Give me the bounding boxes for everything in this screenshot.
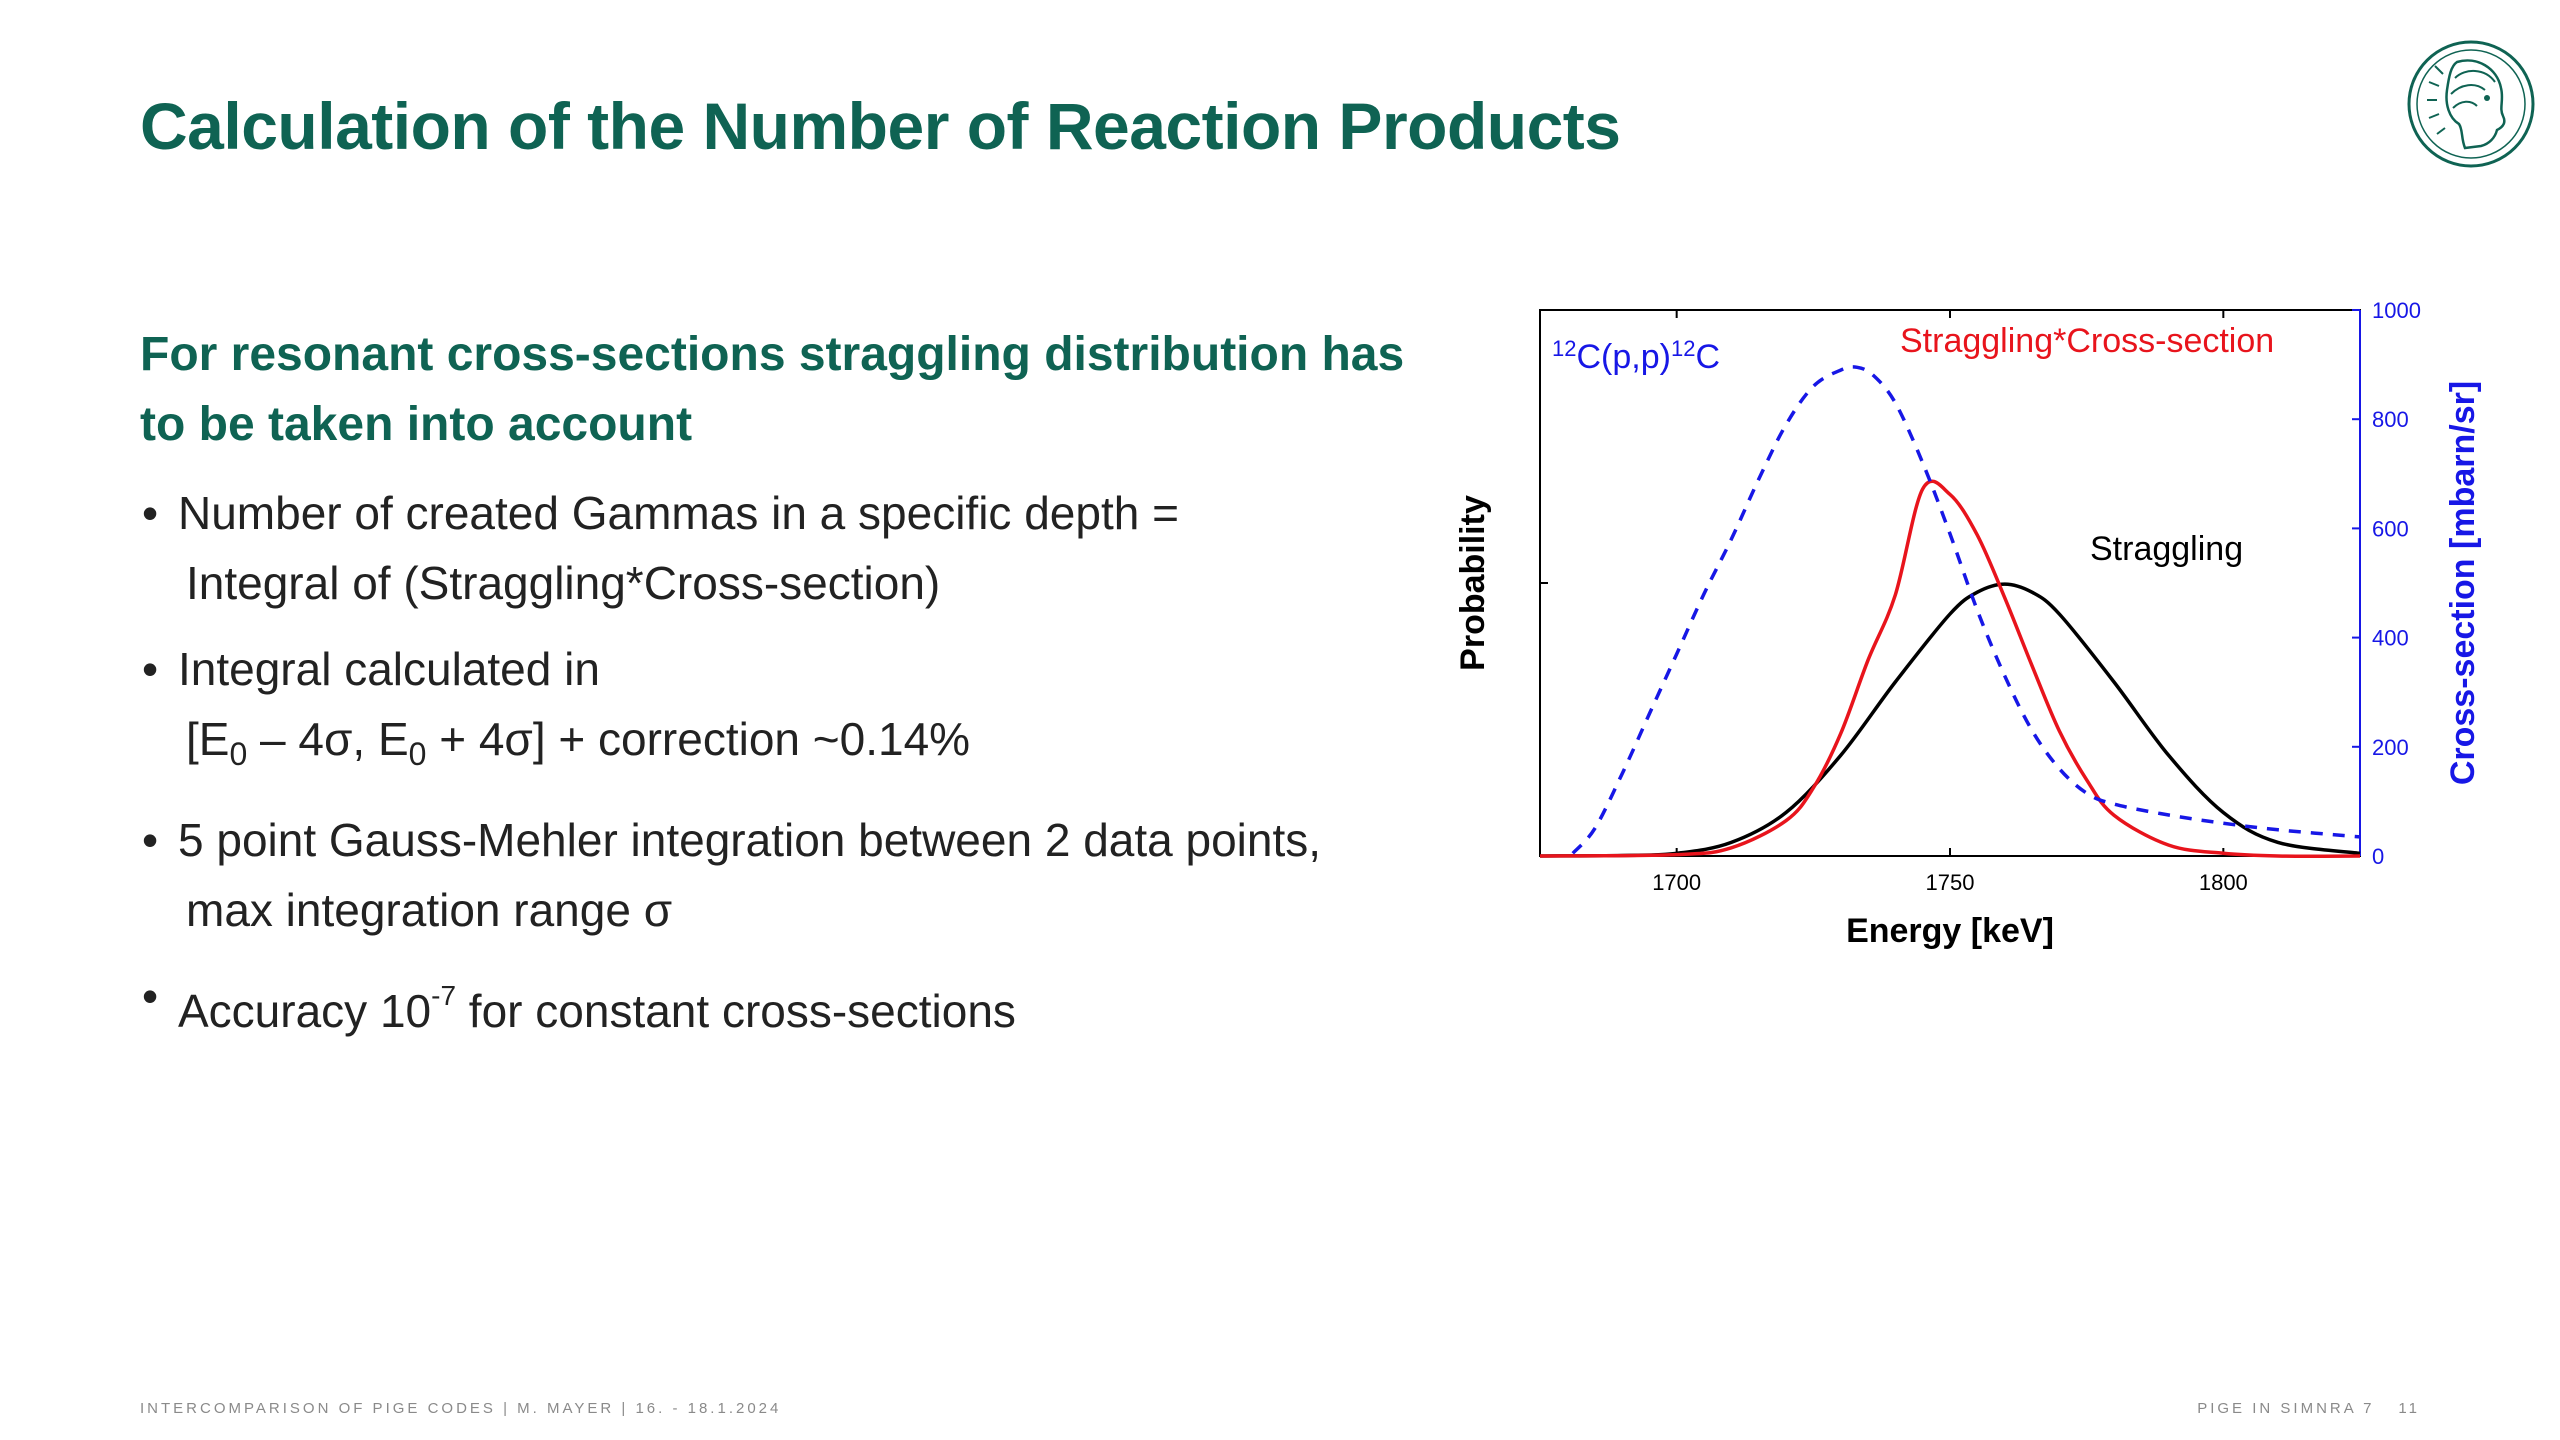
bullet-dot-icon: •: [142, 643, 159, 695]
slide-content: For resonant cross-sections straggling d…: [140, 320, 1480, 1062]
y-tick-label: 1000: [2372, 298, 2421, 323]
bullet-text: Accuracy 10: [178, 985, 432, 1037]
footer-right: PIGE IN SIMNRA 7 11: [2197, 1400, 2420, 1417]
x-axis-label: Energy [keV]: [1846, 912, 2054, 950]
subtitle-line-2: to be taken into account: [140, 398, 693, 451]
plot-frame: [1539, 309, 2361, 857]
exponent: -7: [431, 980, 457, 1011]
bullet-text: max integration range σ: [186, 884, 673, 936]
bullet-text: Integral of (Straggling*Cross-section): [186, 557, 941, 609]
cross-section-curve: [1571, 365, 2361, 855]
y-right-ticks: 0 200 400 600 800 1000: [2352, 298, 2421, 869]
bullet-text: Integral calculated in: [178, 643, 600, 695]
series-layer: [1539, 365, 2361, 858]
x-tick-label: 1800: [2199, 870, 2248, 895]
footer-left: INTERCOMPARISON OF PIGE CODES | M. MAYER…: [140, 1400, 782, 1417]
max-planck-logo-icon: [2407, 40, 2535, 168]
bullet-item: • 5 point Gauss-Mehler integration betwe…: [140, 805, 1480, 945]
bullet-list: • Number of created Gammas in a specific…: [140, 478, 1480, 1046]
formula-part: + 4σ] + correction ~0.14%: [426, 713, 971, 765]
x-tick-label: 1750: [1926, 870, 1975, 895]
y-tick-label: 600: [2372, 516, 2409, 541]
subtitle-line-1: For resonant cross-sections straggling d…: [140, 328, 1405, 381]
slide-subtitle: For resonant cross-sections straggling d…: [140, 320, 1480, 460]
y-axis-label-left: Probability: [1454, 495, 1492, 671]
footer-section: PIGE IN SIMNRA 7: [2197, 1400, 2375, 1417]
y-tick-label: 0: [2372, 844, 2384, 869]
y-tick-label: 400: [2372, 626, 2409, 651]
x-tick-label: 1700: [1652, 870, 1701, 895]
bullet-dot-icon: •: [142, 814, 159, 866]
bullet-text: 5 point Gauss-Mehler integration between…: [178, 814, 1322, 866]
reaction-end: C: [1695, 338, 1720, 376]
slide-title: Calculation of the Number of Reaction Pr…: [140, 89, 1621, 163]
formula-part: – 4σ, E: [247, 713, 409, 765]
y-tick-label: 800: [2372, 407, 2409, 432]
bullet-text: Number of created Gammas in a specific d…: [178, 487, 1179, 539]
bullet-item: • Integral calculated in [E0 – 4σ, E0 + …: [140, 634, 1480, 789]
y-tick-label: 200: [2372, 735, 2409, 760]
page-number: 11: [2398, 1400, 2420, 1417]
reaction-sup: 12: [1671, 336, 1695, 361]
straggling-series-label: Straggling: [2090, 530, 2243, 568]
formula-part: [E: [186, 713, 230, 765]
chart-svg: 1700 1750 1800 0 200 400 600 800 1000 Energy [k…: [1454, 298, 2482, 950]
bullet-text: for constant cross-sections: [456, 985, 1016, 1037]
bullet-dot-icon: •: [142, 970, 159, 1022]
bullet-item: • Accuracy 10-7 for constant cross-secti…: [140, 961, 1480, 1046]
chart: 1700 1750 1800 0 200 400 600 800 1000 Energy [k…: [1440, 290, 2520, 990]
y-axis-label-right: Cross-section [mbarn/sr]: [2444, 381, 2482, 785]
straggling-cross-section-curve: [1539, 479, 2361, 858]
reaction-sup: 12: [1552, 336, 1576, 361]
product-series-label: Straggling*Cross-section: [1900, 322, 2274, 360]
formula-subscript: 0: [229, 736, 248, 772]
reaction-label: 12C(p,p)12C: [1552, 336, 1720, 376]
straggling-curve: [1539, 582, 2361, 858]
reaction-core: C(p,p): [1576, 338, 1670, 376]
bullet-item: • Number of created Gammas in a specific…: [140, 478, 1480, 618]
bullet-dot-icon: •: [142, 487, 159, 539]
bullet-text: [E0 – 4σ, E0 + 4σ] + correction ~0.14%: [178, 704, 1480, 789]
x-ticks: 1700 1750 1800: [1652, 310, 2248, 895]
formula-subscript: 0: [408, 736, 427, 772]
